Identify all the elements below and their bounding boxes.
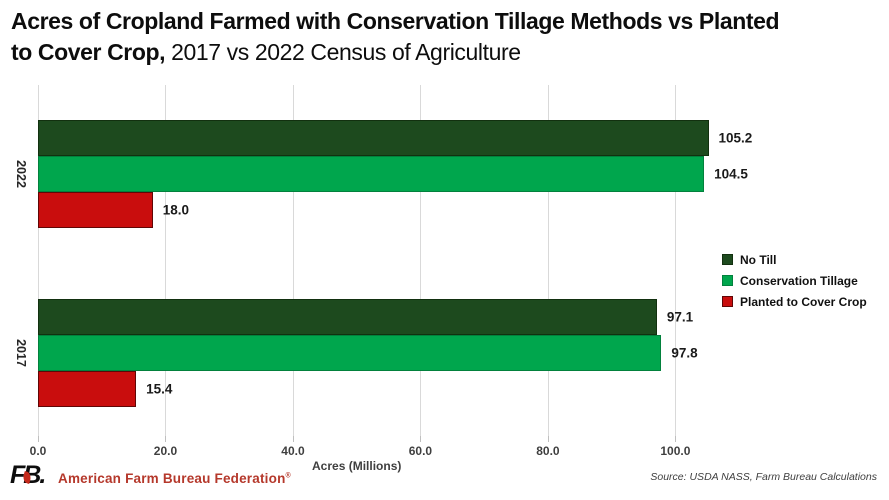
legend-label: Planted to Cover Crop (740, 294, 867, 309)
legend-label: No Till (740, 252, 777, 267)
gridline-x-0 (38, 85, 39, 436)
tickmark-x-100 (675, 436, 677, 442)
value-label-2022-conservation-tillage: 104.5 (714, 166, 748, 182)
gridline-x-40 (292, 85, 294, 436)
tick-label-x-0: 0.0 (29, 444, 47, 458)
tickmark-x-80 (547, 436, 549, 442)
gridline-x-100 (675, 85, 677, 436)
bar-2017-planted-to-cover-crop (38, 371, 137, 407)
legend-swatch-icon (722, 275, 733, 286)
bar-2022-no-till (38, 120, 709, 156)
tick-label-x-40: 40.0 (281, 444, 305, 458)
value-label-2017-no-till: 97.1 (666, 309, 694, 325)
bar-2017-no-till (38, 299, 657, 335)
legend-swatch-icon (722, 254, 733, 265)
value-label-2022-planted-to-cover-crop: 18.0 (162, 202, 189, 218)
legend-item-no-till: No Till (722, 249, 867, 270)
bar-2017-conservation-tillage (38, 335, 662, 371)
tick-label-x-80: 80.0 (536, 444, 560, 458)
legend-label: Conservation Tillage (740, 273, 858, 288)
source-note: Source: USDA NASS, Farm Bureau Calculati… (650, 471, 877, 483)
registered-mark: ® (285, 472, 291, 480)
legend-item-planted-to-cover-crop: Planted to Cover Crop (722, 291, 867, 312)
chart-title: Acres of Cropland Farmed with Conservati… (11, 6, 877, 68)
x-axis-title: Acres (Millions) (312, 459, 402, 473)
tick-label-x-60: 60.0 (408, 444, 433, 458)
gridline-x-60 (420, 85, 422, 436)
afbf-logo: FB. (10, 461, 56, 489)
tick-label-x-20: 20.0 (153, 444, 178, 458)
chart-title-bold-line2: to Cover Crop, (11, 39, 166, 65)
value-label-2022-no-till: 105.2 (718, 130, 753, 146)
org-name: American Farm Bureau Federation® (58, 471, 291, 486)
legend-item-conservation-tillage: Conservation Tillage (722, 270, 867, 291)
tick-label-x-100: 100.0 (660, 444, 691, 458)
chart-title-bold-line1: Acres of Cropland Farmed with Conservati… (11, 8, 780, 34)
tickmark-x-60 (420, 436, 422, 442)
tickmark-x-0 (38, 436, 39, 442)
bar-2022-conservation-tillage (38, 156, 705, 192)
category-label-2017: 2017 (14, 339, 28, 367)
gridline-x-80 (547, 85, 549, 436)
legend-swatch-icon (722, 296, 733, 307)
value-label-2017-planted-to-cover-crop: 15.4 (146, 381, 173, 397)
category-label-2022: 2022 (14, 160, 28, 188)
tickmark-x-40 (292, 436, 294, 442)
chart-subtitle: 2017 vs 2022 Census of Agriculture (165, 39, 521, 65)
value-label-2017-conservation-tillage: 97.8 (671, 345, 698, 361)
gridline-x-20 (165, 85, 167, 436)
tickmark-x-20 (165, 436, 167, 442)
bar-2022-planted-to-cover-crop (38, 192, 153, 228)
legend: No Till Conservation Tillage Planted to Co… (722, 249, 867, 312)
